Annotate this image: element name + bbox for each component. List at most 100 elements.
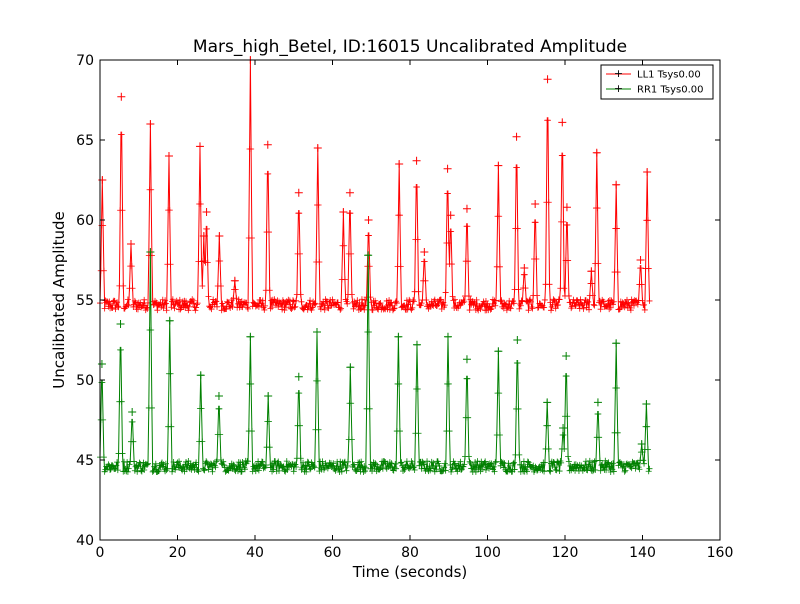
data-point-marker (297, 291, 304, 298)
data-point-marker (198, 258, 205, 265)
data-point-marker (545, 199, 552, 206)
data-point-marker (360, 468, 367, 475)
peak-marker (636, 256, 645, 264)
data-point-marker (645, 468, 652, 475)
data-point-marker (124, 468, 131, 475)
data-point-marker (107, 467, 114, 474)
data-point-marker (240, 461, 247, 468)
data-point-marker (345, 458, 351, 465)
data-point-marker (386, 306, 393, 313)
data-point-marker (204, 259, 211, 266)
data-point-marker (561, 445, 568, 452)
data-point-marker (362, 297, 369, 304)
data-point-marker (281, 467, 288, 474)
data-point-marker (386, 459, 393, 466)
data-point-marker (405, 301, 412, 308)
data-point-marker (604, 302, 611, 309)
data-point-marker (257, 462, 264, 469)
data-point-marker (628, 465, 635, 472)
data-point-marker (518, 461, 525, 468)
data-point-marker (309, 304, 316, 311)
data-point-marker (613, 385, 620, 391)
data-point-marker (570, 296, 577, 303)
x-axis-label: Time (seconds) (352, 563, 468, 581)
data-point-marker (267, 305, 274, 312)
data-point-marker (343, 298, 350, 305)
data-point-marker (190, 300, 196, 307)
data-point-marker (321, 306, 328, 313)
data-point-marker (207, 463, 214, 470)
data-point-marker (255, 303, 262, 310)
data-point-marker (534, 292, 541, 299)
data-point-marker (513, 164, 520, 171)
data-point-marker (248, 428, 255, 435)
data-point-marker (479, 466, 486, 473)
data-point-marker (319, 301, 326, 308)
data-point-marker (610, 301, 617, 308)
data-point-marker (338, 465, 345, 472)
peak-marker (97, 360, 106, 368)
data-point-marker (377, 300, 384, 307)
x-tick-label: 20 (169, 545, 187, 561)
data-point-marker (548, 307, 555, 314)
data-point-marker (381, 458, 388, 465)
data-point-marker (100, 416, 107, 423)
data-point-marker (258, 458, 265, 465)
data-point-marker (154, 307, 161, 314)
data-point-marker (603, 467, 610, 474)
peak-marker (513, 336, 522, 344)
data-point-marker (254, 465, 261, 472)
peak-marker (146, 248, 155, 256)
data-point-marker (376, 466, 383, 473)
data-point-marker (130, 303, 137, 310)
data-point-marker (400, 468, 407, 475)
data-point-marker (304, 458, 311, 465)
data-point-marker (569, 299, 576, 306)
data-point-marker (292, 461, 299, 468)
data-point-marker (362, 468, 369, 475)
data-point-marker (526, 297, 533, 304)
peak-marker (364, 216, 373, 224)
data-point-marker (300, 463, 307, 470)
data-point-marker (351, 298, 358, 305)
data-point-marker (307, 466, 314, 473)
data-point-marker (322, 460, 329, 467)
data-point-marker (315, 202, 322, 209)
peak-marker (559, 424, 568, 432)
peak-marker (420, 248, 429, 256)
data-point-marker (351, 303, 358, 310)
data-point-marker (358, 305, 365, 312)
data-point-marker (118, 398, 125, 405)
data-point-marker (400, 303, 407, 310)
data-point-marker (285, 296, 292, 303)
data-point-marker (316, 259, 323, 266)
data-point-marker (286, 301, 293, 308)
data-point-marker (350, 461, 357, 468)
data-point-marker (194, 467, 201, 474)
data-point-marker (144, 461, 151, 468)
peak-marker (592, 148, 601, 157)
data-point-marker (444, 190, 451, 197)
data-point-marker (449, 293, 456, 300)
data-point-marker (461, 298, 468, 305)
data-point-marker (507, 305, 514, 312)
data-point-marker (298, 298, 305, 305)
data-point-marker (470, 302, 477, 309)
data-point-marker (203, 225, 210, 232)
data-point-marker (392, 460, 399, 467)
data-point-marker (534, 304, 541, 311)
data-point-marker (275, 458, 282, 465)
data-point-marker (296, 422, 303, 429)
data-point-marker (104, 299, 111, 306)
peak-marker (412, 340, 421, 349)
data-point-marker (234, 463, 241, 470)
data-point-marker (534, 467, 541, 474)
data-point-marker (451, 460, 458, 467)
data-point-marker (605, 459, 612, 466)
data-point-marker (275, 303, 282, 310)
data-point-marker (391, 305, 398, 312)
data-point-marker (477, 306, 484, 313)
data-point-marker (459, 299, 466, 306)
data-point-marker (621, 468, 628, 475)
